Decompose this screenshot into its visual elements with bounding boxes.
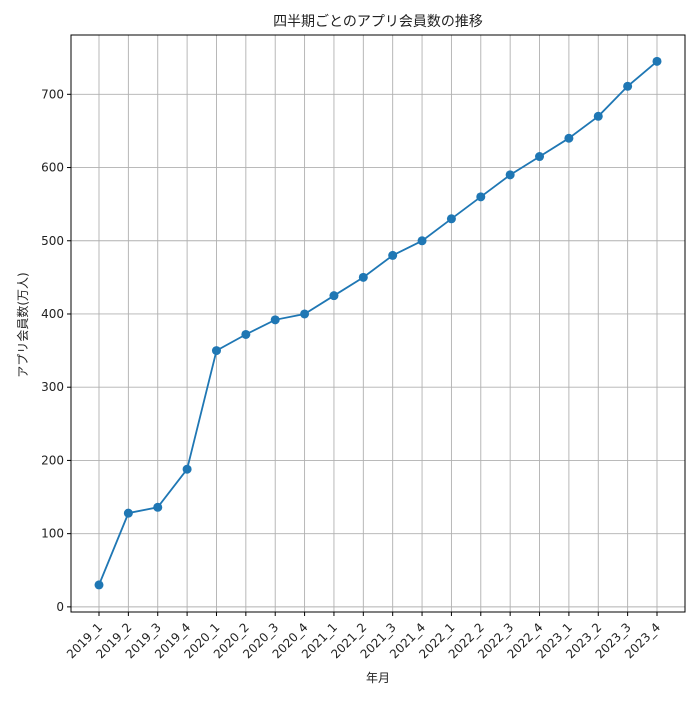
y-tick-label: 300 [41,380,64,394]
series-line [98,60,658,586]
data-point [417,236,427,246]
y-tick-label: 600 [41,161,64,175]
axes [70,34,686,613]
chart-title: 四半期ごとのアプリ会員数の推移 [273,14,483,30]
series-line-group [98,60,658,586]
data-point [505,170,515,180]
data-point [123,508,133,518]
y-axis-label: アプリ会員数(万人) [15,272,30,377]
y-tick-label: 0 [56,600,64,614]
data-point [94,580,104,590]
x-axis-label: 年月 [366,671,390,685]
grid-lines [71,35,685,612]
data-point [300,309,310,319]
series-points-group [94,56,662,590]
data-point [535,152,545,162]
plot-frame [70,34,686,613]
data-point [652,56,662,66]
y-tick-label: 400 [41,307,64,321]
data-point [593,111,603,121]
data-point [476,192,486,202]
data-point [182,464,192,474]
data-point [153,502,163,512]
data-point [358,272,368,282]
data-point [329,291,339,301]
y-tick-label: 700 [41,87,64,101]
data-point [211,346,221,356]
data-point [241,329,251,339]
data-point [446,214,456,224]
y-tick-label: 500 [41,234,64,248]
y-tick-label: 200 [41,453,64,467]
data-point [623,81,633,91]
y-tick-label: 100 [41,527,64,541]
data-point [388,250,398,260]
data-point [564,133,574,143]
data-point [270,315,280,325]
